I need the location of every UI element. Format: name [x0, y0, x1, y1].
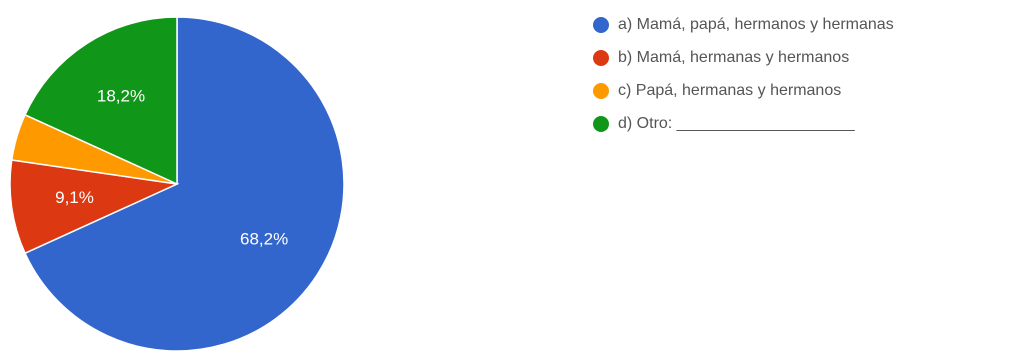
slice-label-d: 18,2%: [97, 86, 145, 105]
pie-chart: 68,2% 9,1% 18,2%: [9, 16, 345, 352]
slice-label-a: 68,2%: [240, 229, 288, 248]
pie-slice-b[interactable]: [9, 159, 180, 255]
legend-label-a: a) Mamá, papá, hermanos y hermanas: [618, 15, 894, 33]
legend-label-c: c) Papá, hermanas y hermanos: [618, 81, 842, 99]
legend-item-b[interactable]: b) Mamá, hermanas y hermanos: [593, 41, 894, 74]
legend-item-a[interactable]: a) Mamá, papá, hermanos y hermanas: [593, 8, 894, 41]
legend-item-c[interactable]: c) Papá, hermanas y hermanos: [593, 74, 894, 107]
slice-label-b: 9,1%: [55, 188, 94, 207]
legend-label-b: b) Mamá, hermanas y hermanos: [618, 48, 850, 66]
legend: a) Mamá, papá, hermanos y hermanas b) Ma…: [593, 8, 894, 140]
legend-item-d[interactable]: d) Otro: ____________________: [593, 107, 894, 140]
pie-slice-d[interactable]: [24, 16, 178, 186]
pie-slice-a[interactable]: [24, 16, 345, 352]
legend-swatch-d: [593, 115, 609, 132]
legend-swatch-b: [593, 49, 609, 66]
legend-label-d: d) Otro: ____________________: [618, 114, 855, 132]
legend-swatch-c: [593, 82, 609, 99]
legend-swatch-a: [593, 16, 609, 33]
